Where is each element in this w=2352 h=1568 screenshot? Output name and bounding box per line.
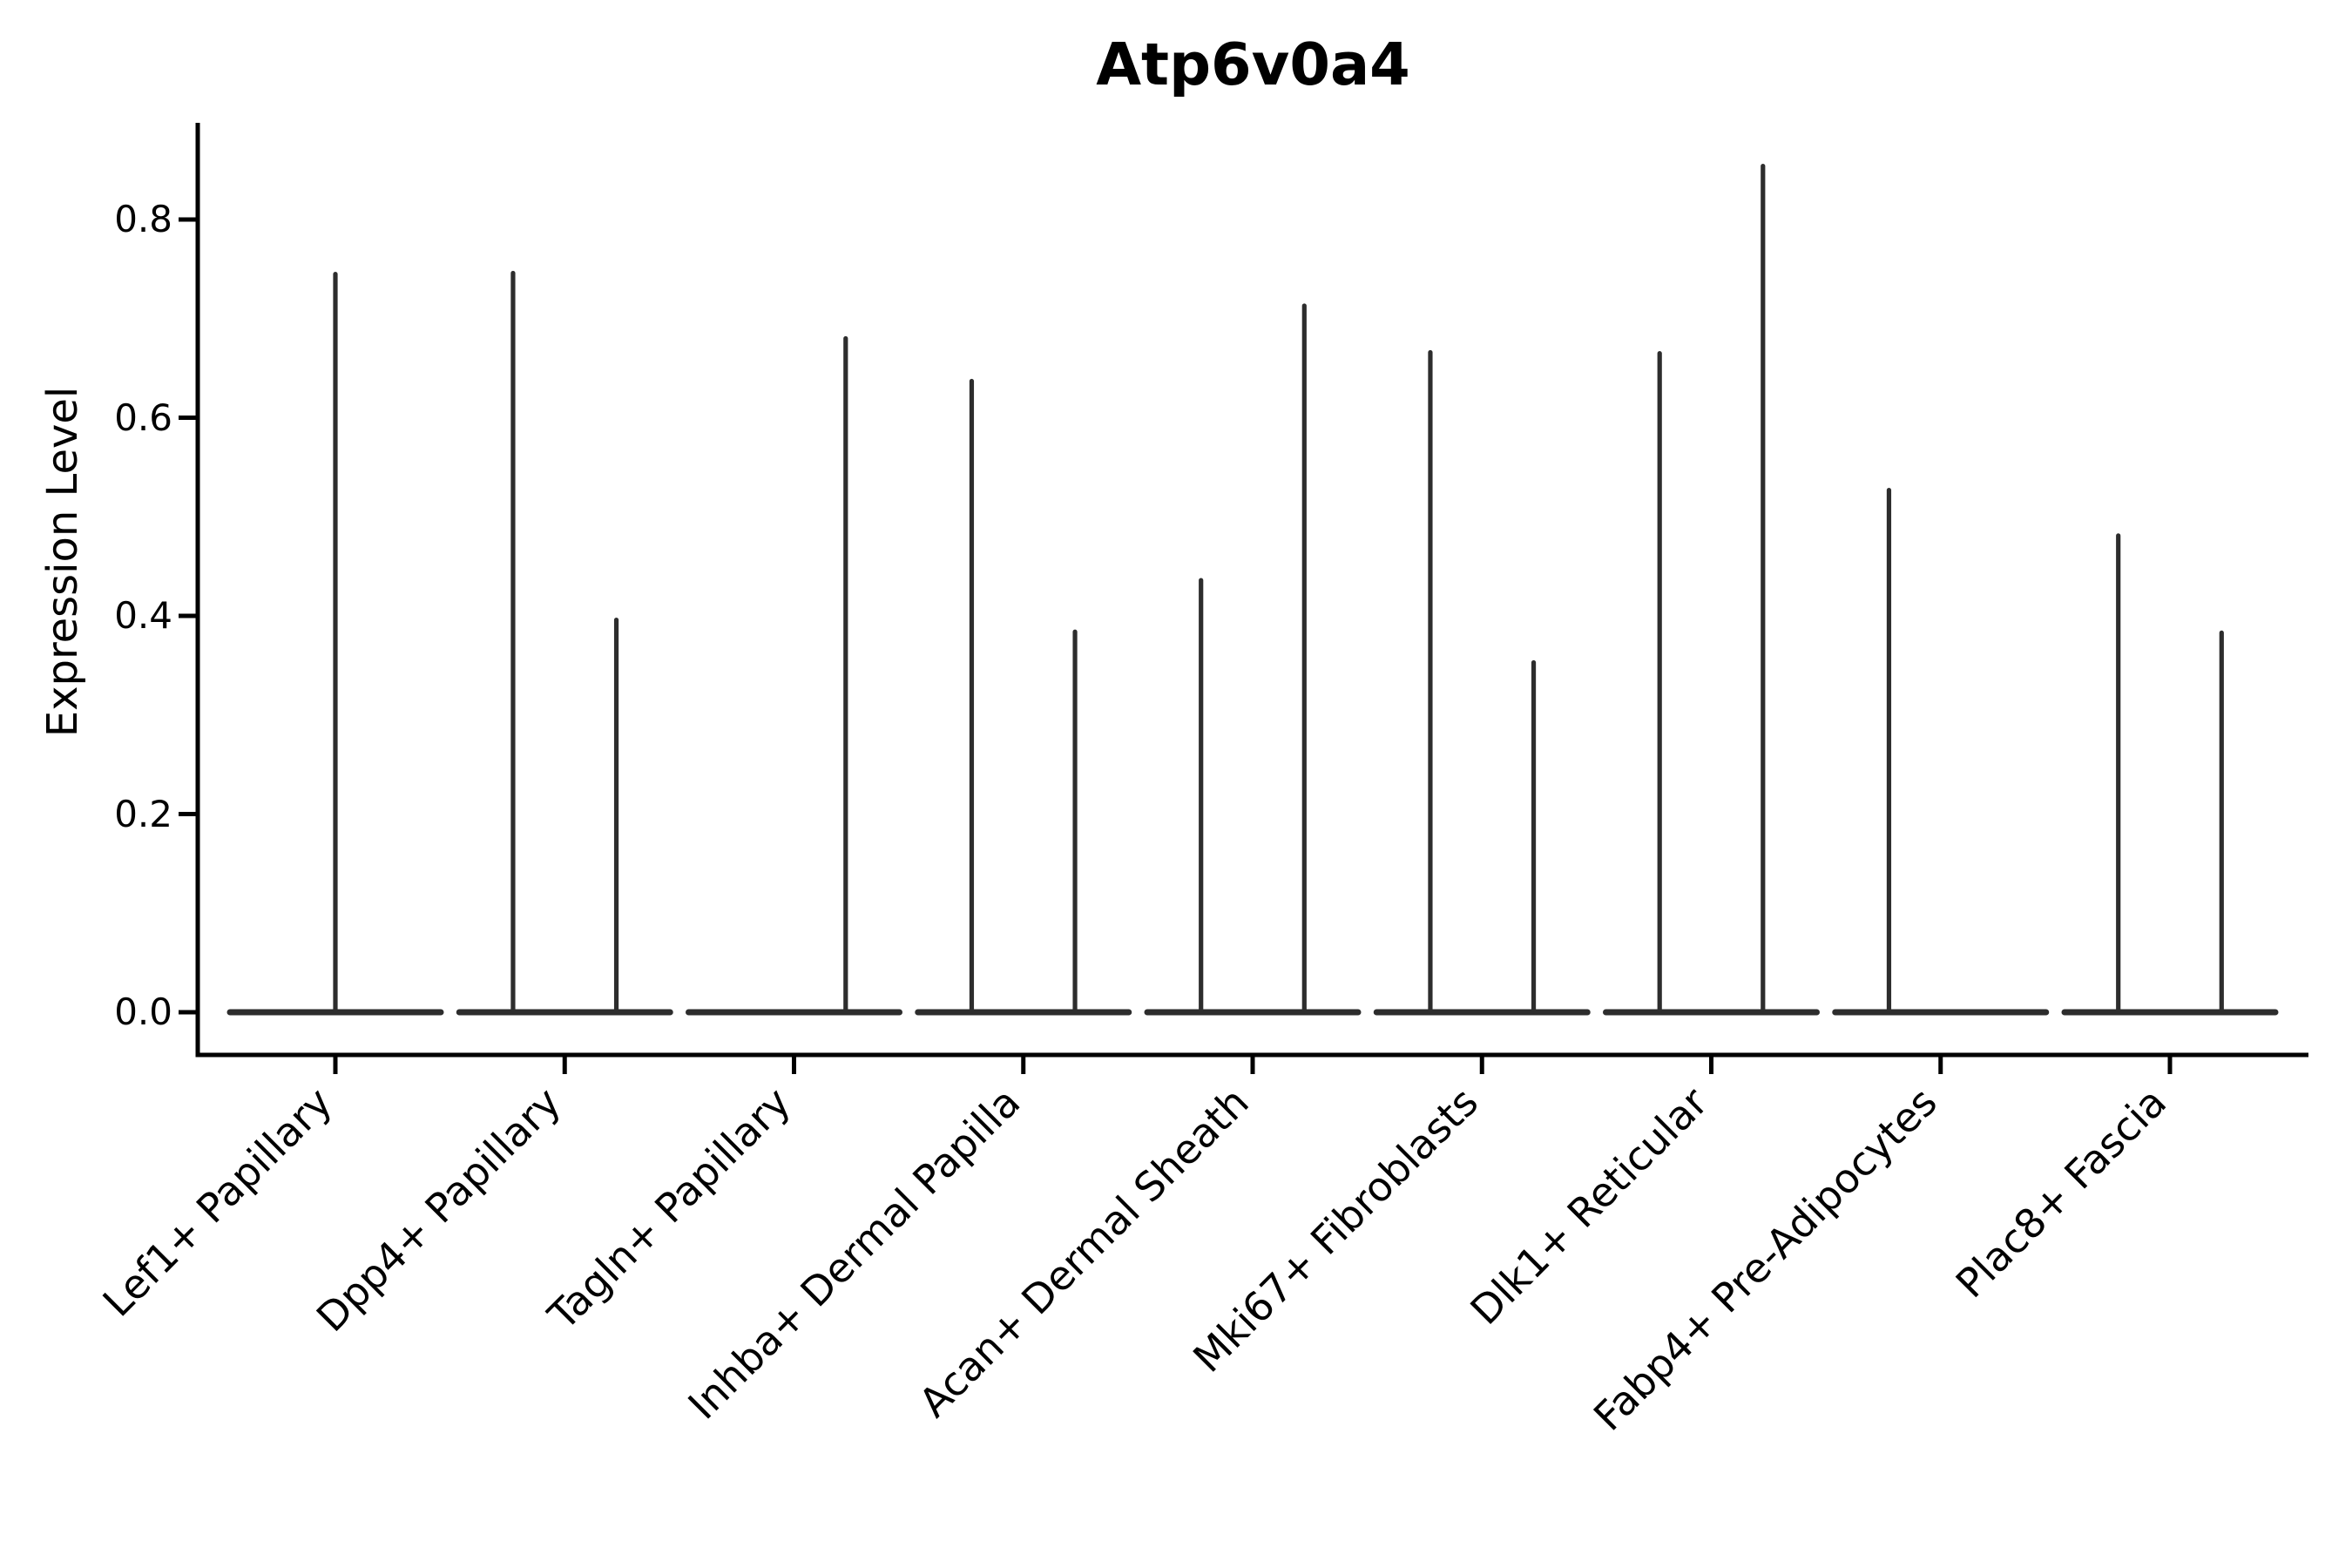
axes-layer — [179, 123, 2308, 1074]
y-axis-label: Expression Level — [38, 386, 87, 738]
y-tick-label: 0.8 — [114, 198, 172, 240]
chart-title: Atp6v0a4 — [1096, 30, 1410, 98]
y-tick-label: 0.6 — [114, 395, 172, 439]
violin-layer — [226, 163, 2279, 1016]
y-tick-label: 0.4 — [114, 594, 172, 637]
y-tick-label: 0.2 — [114, 792, 172, 835]
y-tick-label: 0.0 — [114, 990, 172, 1033]
